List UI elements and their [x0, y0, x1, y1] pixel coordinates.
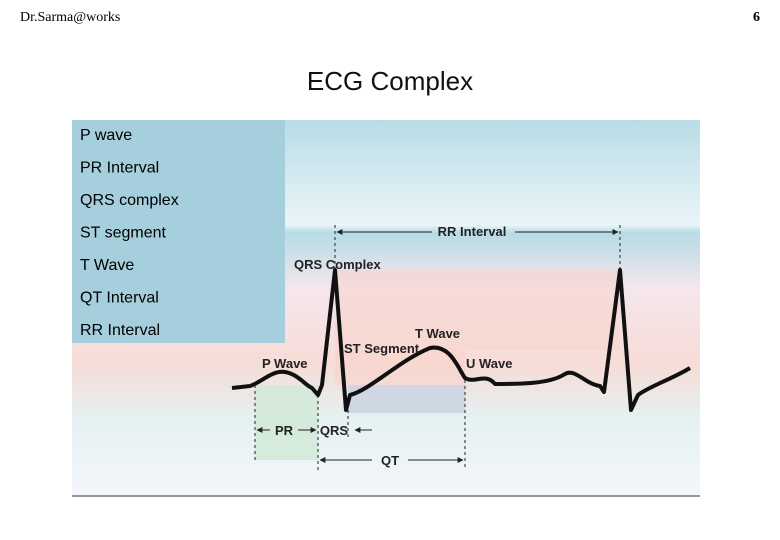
guides: [254, 225, 621, 470]
list-box: [72, 120, 285, 343]
diagram-label: QRS Complex: [294, 257, 381, 272]
list-item: P wave: [80, 127, 132, 144]
diagram-label: QT: [381, 453, 399, 468]
list-item: ST segment: [80, 225, 167, 242]
list-item: QT Interval: [80, 290, 159, 307]
list-item: PR Interval: [80, 160, 159, 177]
page-number: 6: [753, 10, 760, 25]
diagram-label: U Wave: [466, 356, 512, 371]
arrows: [256, 229, 619, 463]
st-shade: [335, 270, 620, 385]
diagram-label: ST Segment: [344, 341, 420, 356]
diagram-label: P Wave: [262, 356, 308, 371]
list-item: QRS complex: [80, 192, 179, 209]
author: Dr.Sarma@works: [20, 10, 121, 25]
list-item: RR Interval: [80, 322, 160, 339]
diagram-label: RR Interval: [438, 224, 507, 239]
slide-title: ECG Complex: [306, 66, 474, 96]
diagram-label: QRS: [320, 423, 349, 438]
pr-shade: [255, 385, 318, 460]
ecg-trace: [231, 268, 692, 412]
diagram-label: T Wave: [415, 326, 460, 341]
diagram-label: PR: [275, 423, 294, 438]
st-shade-low: [348, 385, 465, 413]
list-item: T Wave: [80, 257, 134, 274]
